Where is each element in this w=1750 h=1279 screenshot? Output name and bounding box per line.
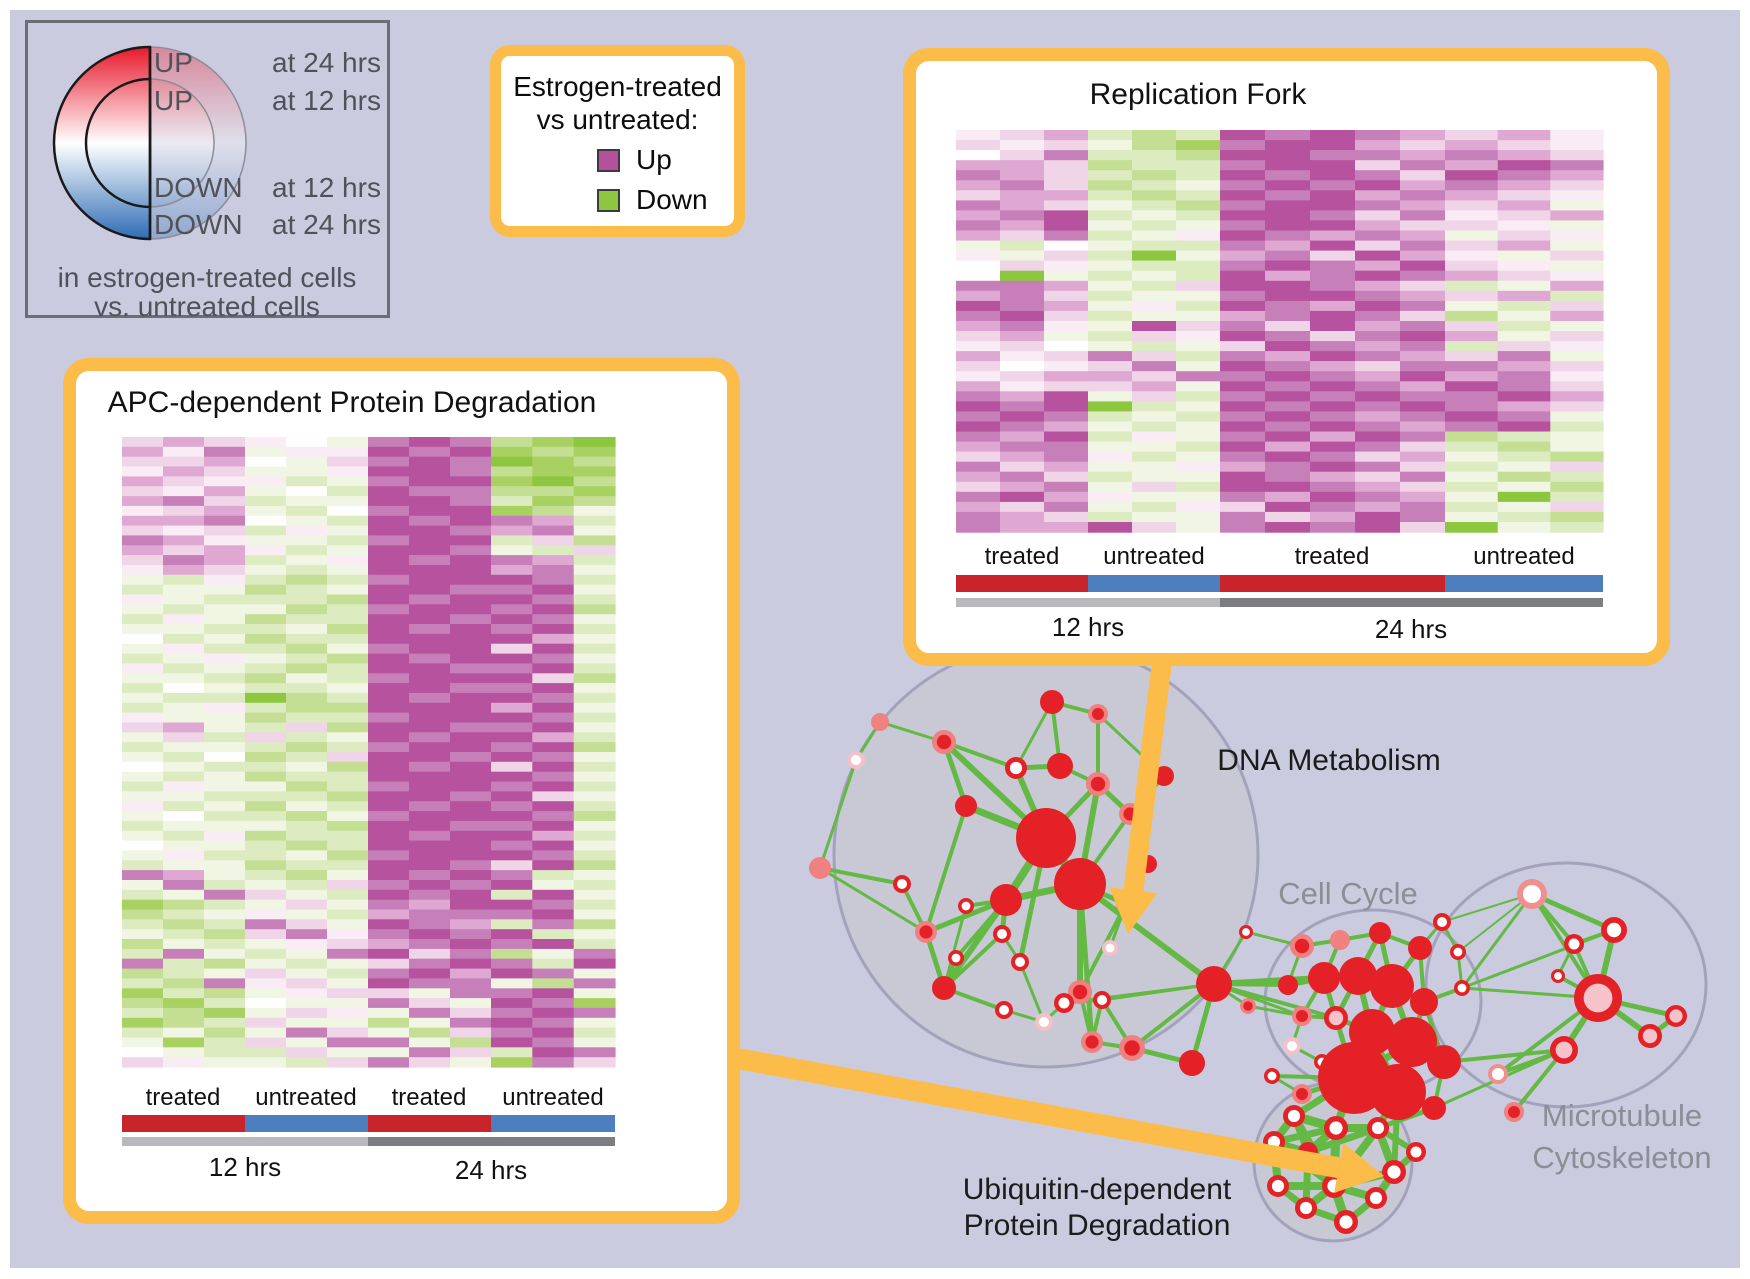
apc-group-untreated-24: untreated — [502, 1084, 604, 1111]
estrogen-legend-title-line1: Estrogen-treated — [513, 71, 722, 102]
legend-down-12-time: at 12 hrs — [272, 172, 381, 203]
apc-group-treated-12: treated — [145, 1084, 221, 1111]
up-color-swatch — [597, 148, 620, 172]
legend-down-24-label: DOWN — [154, 209, 243, 240]
estrogen-legend-box: Estrogen-treated vs untreated: Up Down — [490, 45, 745, 237]
cytoskeleton-label: Cytoskeleton — [1532, 1140, 1712, 1175]
apc-group-untreated-12: untreated — [255, 1084, 357, 1111]
legend-up-12-time: at 12 hrs — [272, 85, 381, 116]
rf-bar-treated-12 — [956, 575, 1088, 592]
down-color-swatch — [597, 188, 620, 212]
microtubule-label: Microtubule — [1541, 1098, 1703, 1133]
legend-up-24-label: UP — [154, 47, 193, 78]
rf-group-untreated-12: untreated — [1103, 543, 1205, 570]
rf-group-treated-12: treated — [984, 543, 1060, 570]
rf-12hrs-label: 12 hrs — [1051, 612, 1125, 642]
replication-fork-title: Replication Fork — [1089, 78, 1307, 111]
down-label: Down — [636, 184, 708, 215]
rf-24hrs-label: 24 hrs — [1374, 614, 1448, 644]
legend-up-12-label: UP — [154, 85, 193, 116]
legend-caption-line1: in estrogen-treated cells — [57, 262, 357, 293]
apc-12hrs-label: 12 hrs — [208, 1152, 282, 1182]
rf-group-treated-24: treated — [1294, 543, 1370, 570]
rf-group-untreated-24: untreated — [1473, 543, 1575, 570]
legend-caption-line2: vs. untreated cells — [94, 291, 320, 322]
dna-metabolism-label: DNA Metabolism — [1217, 744, 1441, 777]
apc-bar-treated-24 — [368, 1115, 491, 1132]
apc-bar-treated-12 — [122, 1115, 245, 1132]
ubiquitin-label-line2: Protein Degradation — [963, 1209, 1231, 1242]
legend-down-24-time: at 24 hrs — [272, 209, 381, 240]
rf-bar-untreated-24 — [1445, 575, 1603, 592]
apc-bar-untreated-12 — [245, 1115, 368, 1132]
legend-down-12-label: DOWN — [154, 172, 243, 203]
apc-bar-24hrs — [368, 1137, 615, 1146]
legend-up-24-time: at 24 hrs — [272, 47, 381, 78]
rf-bar-24hrs — [1220, 598, 1603, 607]
replication-fork-panel — [903, 48, 1670, 666]
rf-bar-12hrs — [956, 598, 1220, 607]
legend-item-up: Up — [597, 144, 734, 176]
apc-bar-12hrs — [122, 1137, 368, 1146]
cell-cycle-label: Cell Cycle — [1278, 876, 1418, 911]
apc-group-treated-24: treated — [391, 1084, 467, 1111]
rf-bar-treated-24 — [1220, 575, 1445, 592]
legend-item-down: Down — [597, 184, 734, 216]
apc-bar-untreated-24 — [491, 1115, 615, 1132]
rf-bar-untreated-12 — [1088, 575, 1220, 592]
apc-24hrs-label: 24 hrs — [454, 1155, 528, 1185]
node-color-legend-box — [25, 20, 390, 318]
estrogen-legend-title-line2: vs untreated: — [536, 104, 699, 135]
up-label: Up — [636, 144, 672, 175]
ubiquitin-label-line1: Ubiquitin-dependent — [962, 1173, 1232, 1206]
apc-panel-title: APC-dependent Protein Degradation — [107, 386, 597, 419]
